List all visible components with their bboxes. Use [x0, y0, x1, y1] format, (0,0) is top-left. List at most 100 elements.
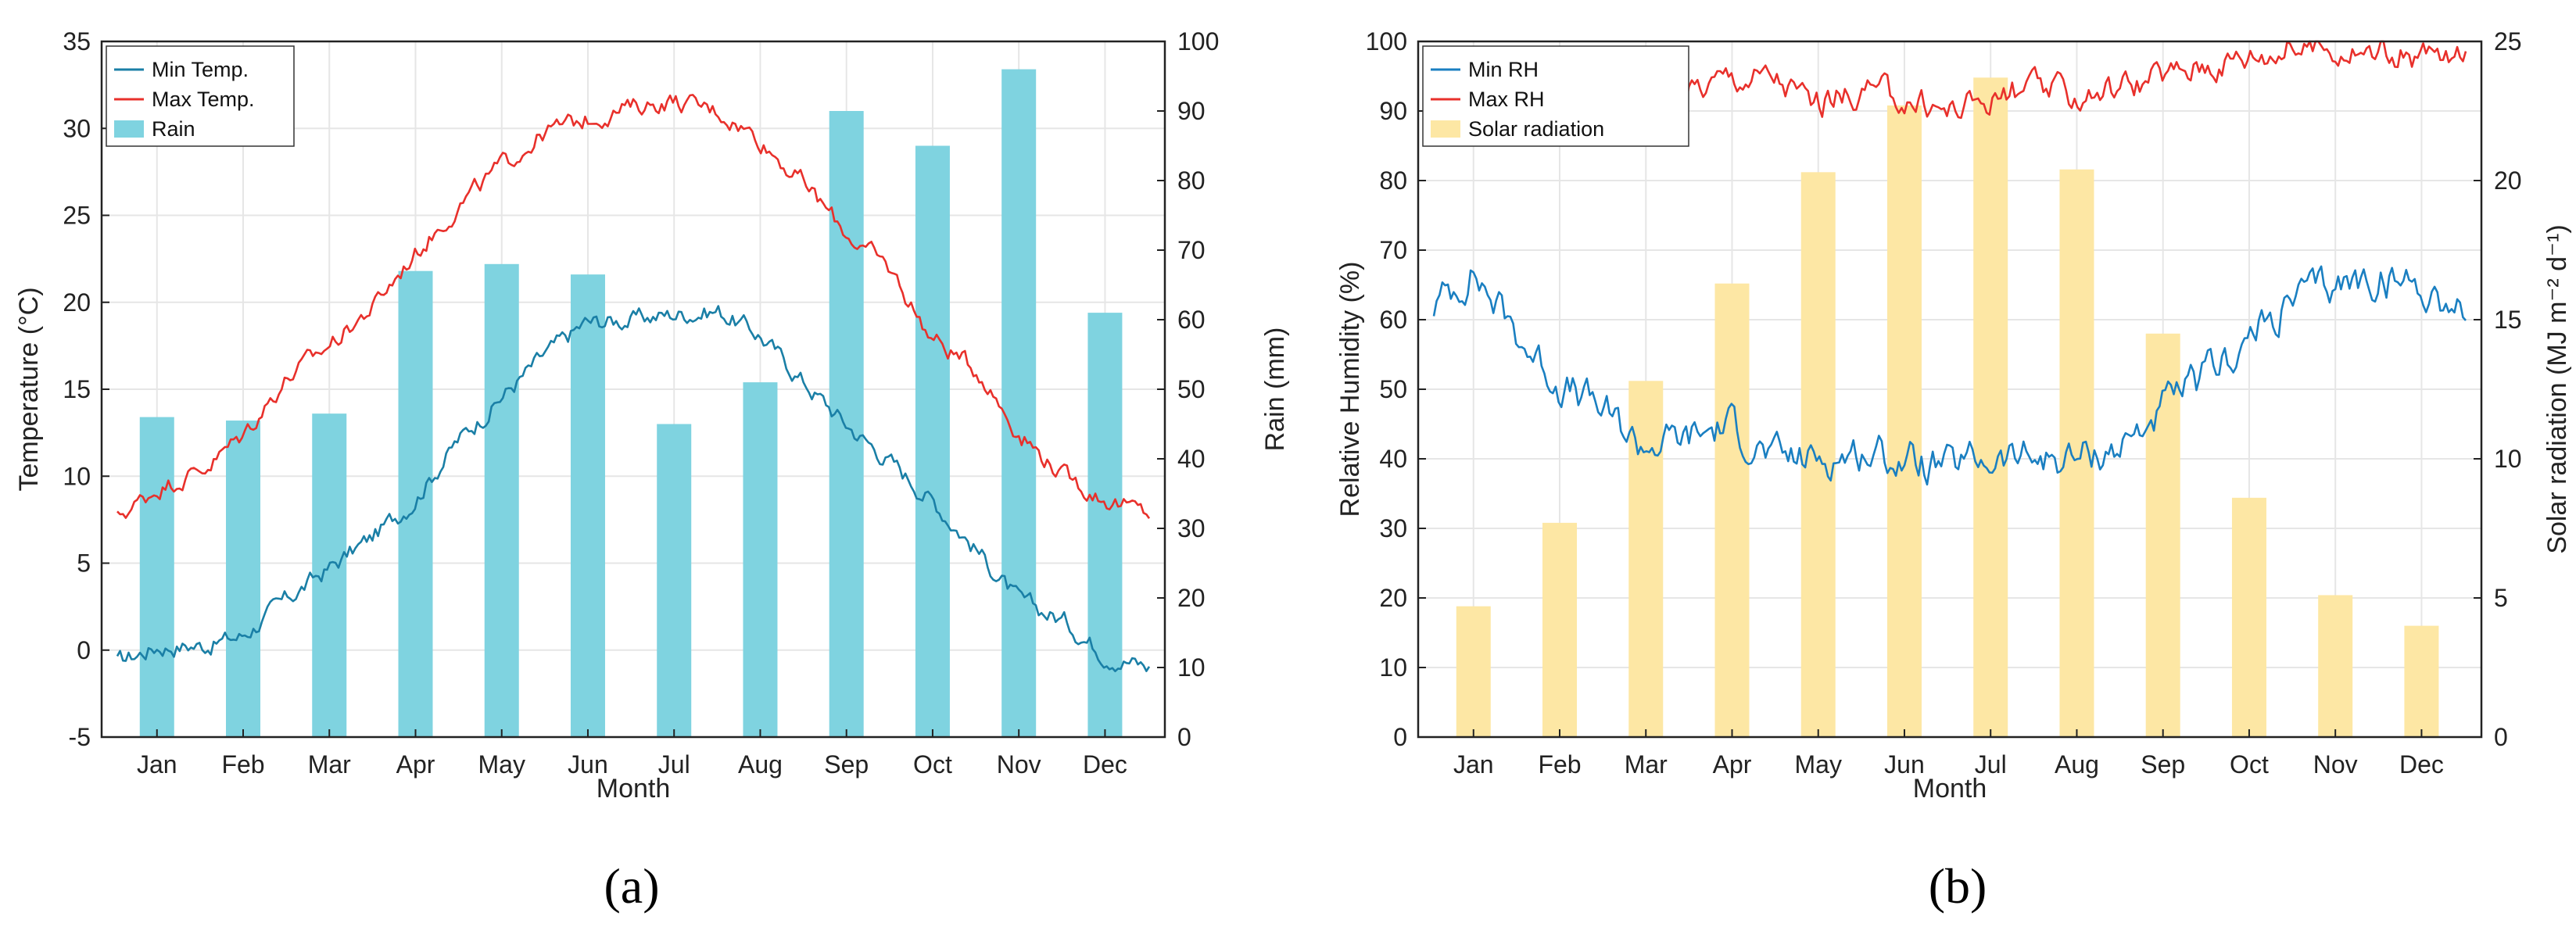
- tick-label-left: 30: [1379, 514, 1407, 542]
- bar-jul: [657, 424, 692, 737]
- panel-caption: (a): [604, 858, 659, 914]
- bar-jan: [139, 417, 174, 737]
- bar-aug: [743, 382, 778, 737]
- legend-swatch-bar: [1431, 120, 1460, 138]
- tick-label-x: May: [1795, 750, 1842, 778]
- legend-label: Min RH: [1468, 58, 1539, 81]
- tick-label-x: Mar: [308, 750, 351, 778]
- tick-label-right: 25: [2494, 27, 2522, 55]
- tick-label-x: Aug: [738, 750, 783, 778]
- y-axis-title-right: Rain (mm): [1260, 327, 1290, 452]
- tick-label-left: 80: [1379, 166, 1407, 195]
- tick-label-right: 90: [1177, 97, 1206, 125]
- tick-label-x: Nov: [2313, 750, 2358, 778]
- tick-label-right: 0: [1177, 723, 1191, 751]
- tick-label-x: Jun: [1884, 750, 1925, 778]
- tick-label-x: Sep: [824, 750, 869, 778]
- y-axis-title-right: Solar radiation (MJ m⁻² d⁻¹): [2542, 224, 2572, 553]
- tick-label-left: 60: [1379, 306, 1407, 334]
- bar-oct: [2231, 497, 2266, 737]
- chart-panel-b: 0 10 20 30 40 50 60 70 80 90 100 0 5 10 15 20 25 Jan Feb Ma…: [1335, 27, 2572, 914]
- tick-label-left: 40: [1379, 445, 1407, 473]
- tick-label-left: 70: [1379, 236, 1407, 264]
- legend-label: Min Temp.: [152, 58, 249, 81]
- tick-label-left: 20: [1379, 584, 1407, 612]
- tick-label-right: 30: [1177, 514, 1206, 542]
- tick-label-x: Jul: [658, 750, 690, 778]
- bar-nov: [2318, 595, 2353, 737]
- bar-may: [484, 263, 519, 737]
- x-axis-title: Month: [1913, 774, 1987, 804]
- legend-label: Rain: [152, 117, 195, 141]
- bar-nov: [1001, 69, 1037, 738]
- series-line-max-temp: [116, 94, 1151, 519]
- series-line-min-rh: [1432, 265, 2467, 486]
- bar-jan: [1456, 606, 1491, 737]
- tick-label-left: 15: [63, 375, 91, 403]
- tick-label-right: 15: [2494, 306, 2522, 334]
- panel-caption: (b): [1929, 858, 1987, 914]
- tick-label-x: Oct: [913, 750, 952, 778]
- tick-label-right: 100: [1177, 27, 1219, 55]
- tick-label-left: 10: [63, 462, 91, 490]
- tick-label-left: 5: [77, 549, 91, 578]
- tick-label-right: 20: [1177, 584, 1206, 612]
- tick-label-x: Oct: [2230, 750, 2269, 778]
- bar-jun: [1886, 105, 1922, 737]
- bar-dec: [2404, 625, 2439, 737]
- tick-label-right: 40: [1177, 445, 1206, 473]
- chart-panel-a: -5 0 5 10 15 20 25 30 35 0 10 20 30 40 50 60 70 80 90 100 Ja…: [14, 27, 1290, 914]
- bar-feb: [226, 421, 261, 737]
- bar-feb: [1542, 522, 1578, 737]
- bar-sep: [2145, 333, 2180, 737]
- tick-label-x: Mar: [1625, 750, 1668, 778]
- tick-label-x: Jun: [568, 750, 608, 778]
- tick-label-left: 90: [1379, 97, 1407, 125]
- bar-may: [1800, 172, 1836, 737]
- tick-label-right: 70: [1177, 236, 1206, 264]
- bar-jul: [1973, 77, 2008, 737]
- tick-label-x: Jan: [137, 750, 177, 778]
- tick-label-left: 25: [63, 202, 91, 230]
- series-line-min-temp: [116, 305, 1151, 672]
- bar-jun: [570, 274, 605, 737]
- bar-apr: [1714, 283, 1750, 738]
- legend-swatch-bar: [114, 120, 144, 138]
- tick-label-right: 10: [2494, 445, 2522, 473]
- y-axis-title-left: Relative Humidity (%): [1335, 262, 1365, 517]
- tick-label-x: Jul: [1975, 750, 2007, 778]
- tick-label-right: 10: [1177, 653, 1206, 682]
- tick-label-x: Feb: [1538, 750, 1581, 778]
- tick-label-x: Apr: [396, 750, 435, 778]
- legend-label: Max Temp.: [152, 88, 255, 111]
- bar-oct: [915, 145, 950, 737]
- tick-label-x: Aug: [2055, 750, 2099, 778]
- tick-label-right: 0: [2494, 723, 2508, 751]
- y-axis-title-left: Temperature (°C): [14, 287, 44, 491]
- tick-label-left: 50: [1379, 375, 1407, 403]
- bar-dec: [1087, 313, 1123, 738]
- tick-label-x: Feb: [221, 750, 264, 778]
- tick-label-left: 20: [63, 288, 91, 317]
- legend-box: [1422, 45, 1689, 147]
- tick-label-x: Nov: [997, 750, 1041, 778]
- tick-label-left: -5: [69, 723, 91, 751]
- tick-label-x: Sep: [2141, 750, 2185, 778]
- tick-label-right: 80: [1177, 166, 1206, 195]
- bar-mar: [1628, 381, 1664, 737]
- tick-label-x: Jan: [1453, 750, 1494, 778]
- tick-label-left: 10: [1379, 653, 1407, 682]
- tick-label-left: 30: [63, 114, 91, 142]
- tick-label-right: 5: [2494, 584, 2508, 612]
- tick-label-right: 20: [2494, 166, 2522, 195]
- tick-label-left: 100: [1366, 27, 1407, 55]
- legend-label: Solar radiation: [1468, 117, 1604, 141]
- tick-label-right: 50: [1177, 375, 1206, 403]
- tick-label-x: Apr: [1713, 750, 1752, 778]
- tick-label-x: May: [478, 750, 525, 778]
- tick-label-right: 60: [1177, 306, 1206, 334]
- bar-sep: [829, 111, 864, 737]
- tick-label-left: 0: [1393, 723, 1407, 751]
- legend-label: Max RH: [1468, 88, 1545, 111]
